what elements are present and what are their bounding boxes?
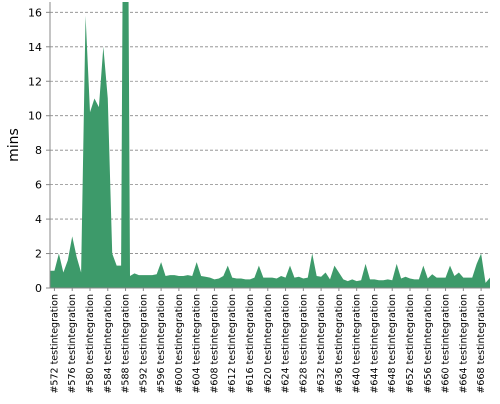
x-tick-label: #656 testintegration: [423, 294, 434, 394]
y-tick-label: 8: [35, 144, 42, 157]
x-tick-label: #624 testintegration: [281, 294, 292, 394]
x-tick-label: #664 testintegration: [458, 294, 469, 394]
x-tick-label: #616 testintegration: [245, 294, 256, 394]
y-tick-label: 6: [35, 179, 42, 192]
x-tick-label: #612 testintegration: [227, 294, 238, 394]
x-tick-label: #608 testintegration: [209, 294, 220, 394]
x-tick-label: #644 testintegration: [369, 294, 380, 394]
x-tick-label: #580 testintegration: [85, 294, 96, 394]
y-tick-label: 0: [35, 282, 42, 295]
x-tick-label: #588 testintegration: [121, 294, 132, 394]
x-tick-label: #668 testintegration: [476, 294, 487, 394]
y-tick-label: 10: [28, 110, 42, 123]
x-tick-label: #648 testintegration: [387, 294, 398, 394]
y-tick-label: 16: [28, 6, 42, 19]
x-tick-label: #576 testintegration: [67, 294, 78, 394]
x-tick-label: #572 testintegration: [49, 294, 60, 394]
x-tick-label: #660 testintegration: [441, 294, 452, 394]
x-tick-label: #632 testintegration: [316, 294, 327, 394]
x-tick-label: #652 testintegration: [405, 294, 416, 394]
y-tick-label: 4: [35, 213, 42, 226]
x-tick-label: #628 testintegration: [298, 294, 309, 394]
y-tick-label: 2: [35, 248, 42, 261]
x-tick-label: #584 testintegration: [103, 294, 114, 394]
x-tick-label: #640 testintegration: [352, 294, 363, 394]
x-tick-label: #600 testintegration: [174, 294, 185, 394]
y-axis-label: mins: [6, 128, 22, 162]
y-tick-label: 12: [28, 75, 42, 88]
x-tick-label: #596 testintegration: [156, 294, 167, 394]
x-tick-label: #620 testintegration: [263, 294, 274, 394]
x-tick-label: #592 testintegration: [138, 294, 149, 394]
area: [50, 2, 490, 288]
y-tick-label: 14: [28, 41, 42, 54]
x-tick-label: #604 testintegration: [192, 294, 203, 394]
x-tick-label: #636 testintegration: [334, 294, 345, 394]
